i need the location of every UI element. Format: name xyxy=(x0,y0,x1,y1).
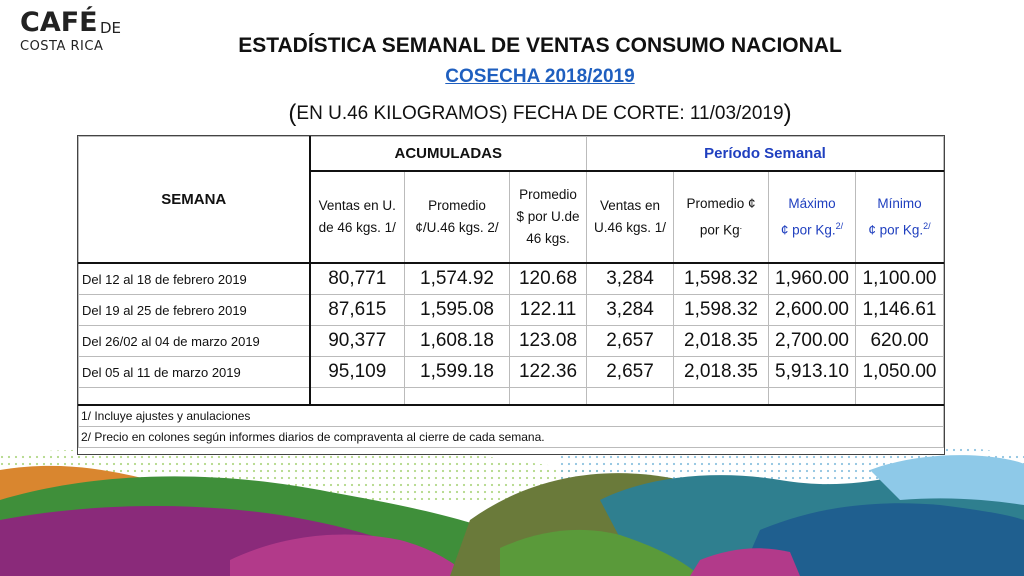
table-cell: 1,960.00 xyxy=(768,262,856,295)
sales-table-grid: SEMANA ACUMULADAS Período Semanal Ventas… xyxy=(78,136,944,448)
table-cell: 2,657 xyxy=(586,356,674,388)
table-row: Del 26/02 al 04 de marzo 2019 90,377 1,6… xyxy=(78,325,944,357)
cutoff-text: EN U.46 KILOGRAMOS) FECHA DE CORTE: 11/0… xyxy=(296,103,784,124)
table-cell: 120.68 xyxy=(509,262,587,295)
semana-header: SEMANA xyxy=(78,136,311,264)
table-cell: 123.08 xyxy=(509,325,587,357)
cafe-de-costa-rica-logo: CAFÉ DE COSTA RICA xyxy=(20,8,132,58)
sales-statistics-table: SEMANA ACUMULADAS Período Semanal Ventas… xyxy=(77,135,945,455)
col-header-ventas-acum: Ventas en U. de 46 kgs. 1/ xyxy=(309,170,405,264)
col-header-minimo: Mínimo ¢ por Kg.2/ xyxy=(855,170,944,264)
table-cell: 1,574.92 xyxy=(404,262,510,295)
table-row: Del 12 al 18 de febrero 2019 80,771 1,57… xyxy=(78,262,944,295)
col-header-promedio-dolares: Promedio $ por U.de 46 kgs. xyxy=(509,170,587,264)
footnote-row: 1/ Incluye ajustes y anulaciones xyxy=(78,404,944,427)
table-cell: 1,608.18 xyxy=(404,325,510,357)
col-header-promedio-kg: Promedio ¢ por Kg. xyxy=(673,170,769,264)
table-cell: 122.36 xyxy=(509,356,587,388)
cutoff-close-paren: ) xyxy=(783,100,792,127)
logo-cafe-text: CAFÉ xyxy=(20,7,98,38)
footnote-2: 2/ Precio en colones según informes diar… xyxy=(78,426,944,448)
table-cell: 90,377 xyxy=(309,325,405,357)
table-cell: 1,598.32 xyxy=(673,262,769,295)
table-cell: 2,600.00 xyxy=(768,294,856,326)
table-cell: 3,284 xyxy=(586,262,674,295)
logo-costa-rica-text: COSTA RICA xyxy=(20,39,104,54)
table-cell: 122.11 xyxy=(509,294,587,326)
table-cell: 80,771 xyxy=(309,262,405,295)
table-cell: 3,284 xyxy=(586,294,674,326)
table-cell: 1,100.00 xyxy=(855,262,944,295)
week-label: Del 26/02 al 04 de marzo 2019 xyxy=(78,325,311,357)
week-label: Del 19 al 25 de febrero 2019 xyxy=(78,294,311,326)
table-cell: 5,913.10 xyxy=(768,356,856,388)
table-cell: 1,146.61 xyxy=(855,294,944,326)
week-label: Del 12 al 18 de febrero 2019 xyxy=(78,262,311,295)
table-cell: 620.00 xyxy=(855,325,944,357)
empty-row xyxy=(78,387,944,406)
col-header-maximo: Máximo ¢ por Kg.2/ xyxy=(768,170,856,264)
table-cell: 95,109 xyxy=(309,356,405,388)
table-cell: 2,657 xyxy=(586,325,674,357)
table-cell: 2,018.35 xyxy=(673,356,769,388)
page-title: ESTADÍSTICA SEMANAL DE VENTAS CONSUMO NA… xyxy=(238,34,842,57)
table-row: Del 19 al 25 de febrero 2019 87,615 1,59… xyxy=(78,294,944,326)
week-label: Del 05 al 11 de marzo 2019 xyxy=(78,356,311,388)
table-cell: 2,018.35 xyxy=(673,325,769,357)
table-cell: 1,599.18 xyxy=(404,356,510,388)
table-cell: 1,050.00 xyxy=(855,356,944,388)
harvest-subtitle: COSECHA 2018/2019 xyxy=(445,66,635,87)
col-header-promedio-colones: Promedio ¢/U.46 kgs. 2/ xyxy=(404,170,510,264)
table-cell: 2,700.00 xyxy=(768,325,856,357)
cutoff-date-line: (EN U.46 KILOGRAMOS) FECHA DE CORTE: 11/… xyxy=(110,100,970,128)
table-cell: 1,595.08 xyxy=(404,294,510,326)
table-cell: 87,615 xyxy=(309,294,405,326)
col-header-ventas-semana: Ventas en U.46 kgs. 1/ xyxy=(586,170,674,264)
acumuladas-header: ACUMULADAS xyxy=(309,136,587,172)
table-cell: 1,598.32 xyxy=(673,294,769,326)
footnote-row: 2/ Precio en colones según informes diar… xyxy=(78,426,944,448)
footnote-1: 1/ Incluye ajustes y anulaciones xyxy=(78,404,944,427)
table-row: Del 05 al 11 de marzo 2019 95,109 1,599.… xyxy=(78,356,944,388)
periodo-semanal-header: Período Semanal xyxy=(586,136,944,172)
logo-de-text: DE xyxy=(100,19,122,37)
cutoff-open-paren: ( xyxy=(288,100,297,127)
